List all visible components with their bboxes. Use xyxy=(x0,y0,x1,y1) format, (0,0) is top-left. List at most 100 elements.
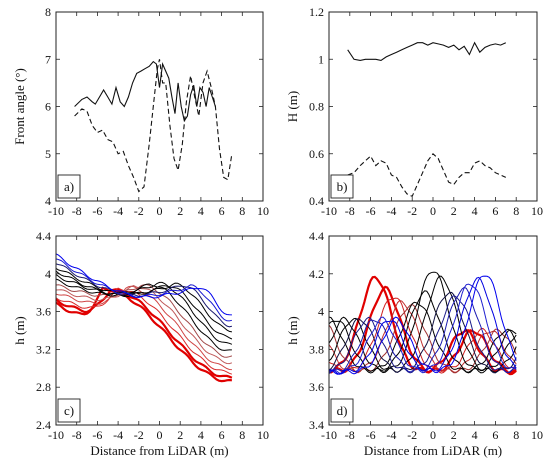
x-tick-label: 4 xyxy=(198,204,204,218)
y-axis-label: h (m) xyxy=(12,316,27,345)
plot-area xyxy=(74,59,233,193)
profile-line xyxy=(56,285,232,371)
panel-tag-box xyxy=(330,174,354,199)
x-tick-label: 0 xyxy=(157,428,163,442)
y-tick-label: 4.4 xyxy=(36,229,51,243)
panel-c-depth-profiles: -10 -8 -6 -4 -2 0 2 4 6 8 10 2.4 2.8 3.2 3.6 4 4.4 h (m) D… xyxy=(12,229,269,458)
y-axis-label: h (m) xyxy=(285,316,300,345)
profile-line xyxy=(56,286,233,383)
y-tick-label: 2.4 xyxy=(36,418,51,432)
x-tick-label: -4 xyxy=(386,428,396,442)
y-tick-label: 4 xyxy=(318,305,324,319)
x-tick-label: -10 xyxy=(321,428,337,442)
panel-tag: b) xyxy=(330,174,354,199)
y-tick-label: 0.8 xyxy=(309,100,324,114)
x-tick-label: -6 xyxy=(92,204,102,218)
x-tick-label: 2 xyxy=(451,204,457,218)
y-tick-label: 3.4 xyxy=(309,418,324,432)
y-tick-label: 8 xyxy=(45,5,51,19)
profile-line xyxy=(56,270,233,340)
x-tick-label: 0 xyxy=(430,204,436,218)
profile-line xyxy=(329,275,517,373)
x-tick-label: 4 xyxy=(472,204,478,218)
x-tick-label: -10 xyxy=(48,204,64,218)
y-tick-label: 4.4 xyxy=(309,229,324,243)
profile-line xyxy=(56,274,233,345)
x-tick-label: 6 xyxy=(219,204,225,218)
x-tick-label: 10 xyxy=(531,428,543,442)
profile-line xyxy=(329,300,517,374)
x-tick-label: -2 xyxy=(134,428,144,442)
profile-line xyxy=(56,278,232,351)
y-tick-label: 3.6 xyxy=(309,380,324,394)
panel-b-wave-height: -10 -8 -6 -4 -2 0 2 4 6 8 10 0.4 0.6 0.8 1 1.2 H (m) b) xyxy=(285,5,543,218)
x-tick-label: 6 xyxy=(219,428,225,442)
x-tick-label: 8 xyxy=(239,428,245,442)
x-tick-label: -4 xyxy=(113,204,123,218)
x-axis-label: Distance from LiDAR (m) xyxy=(364,443,502,458)
series-solid-line xyxy=(74,60,216,123)
panel-tag: d) xyxy=(330,398,354,423)
x-tick-label: 10 xyxy=(257,204,269,218)
x-tick-label: 4 xyxy=(198,428,204,442)
panel-tag: c) xyxy=(57,398,81,423)
x-tick-label: -10 xyxy=(321,204,337,218)
x-tick-label: 6 xyxy=(492,204,498,218)
profile-line xyxy=(329,303,517,374)
x-tick-label: 8 xyxy=(513,204,519,218)
profile-line xyxy=(56,267,232,333)
panel-tag-box xyxy=(57,398,81,423)
y-tick-label: 4 xyxy=(45,194,51,208)
y-tick-label: 6 xyxy=(45,100,51,114)
y-tick-label: 4 xyxy=(45,267,51,281)
profile-line xyxy=(329,276,517,375)
y-tick-label: 5 xyxy=(45,147,51,161)
profile-line xyxy=(329,286,517,374)
profile-line xyxy=(329,271,517,374)
y-tick-label: 0.4 xyxy=(309,194,324,208)
x-tick-label: 2 xyxy=(451,428,457,442)
y-tick-label: 3.6 xyxy=(36,305,51,319)
panel-d-depth-profiles: -10 -8 -6 -4 -2 0 2 4 6 8 103.43.63.844.24.4h (m)D… xyxy=(285,229,543,458)
series-solid-line xyxy=(347,41,507,61)
profile-line xyxy=(56,287,233,375)
axis-frame xyxy=(328,11,538,202)
x-tick-label: 2 xyxy=(177,428,183,442)
profile-line xyxy=(56,253,232,316)
profile-line xyxy=(56,285,233,365)
axis-frame xyxy=(55,235,264,426)
panel-tag-label: b) xyxy=(337,179,348,194)
x-tick-label: -2 xyxy=(407,428,417,442)
plot-area xyxy=(347,41,507,198)
x-tick-label: -8 xyxy=(72,428,82,442)
plot-area xyxy=(56,253,233,383)
x-tick-label: 10 xyxy=(531,204,543,218)
x-tick-label: -8 xyxy=(72,204,82,218)
y-axis-label: Front angle (°) xyxy=(12,68,27,145)
y-tick-label: 3.8 xyxy=(309,342,324,356)
panel-tag-label: a) xyxy=(64,179,74,194)
x-tick-label: 0 xyxy=(157,204,163,218)
x-tick-label: 10 xyxy=(257,428,269,442)
y-tick-label: 2.8 xyxy=(36,380,51,394)
x-tick-label: 0 xyxy=(430,428,436,442)
profile-line xyxy=(329,291,517,374)
y-tick-label: 1 xyxy=(318,52,324,66)
profile-line xyxy=(56,288,233,379)
y-tick-label: 0.6 xyxy=(309,147,324,161)
series-dashed-line xyxy=(74,59,233,193)
x-tick-label: 2 xyxy=(177,204,183,218)
x-tick-label: -4 xyxy=(113,428,123,442)
x-tick-label: -8 xyxy=(345,428,355,442)
y-tick-label: 4.2 xyxy=(309,267,324,281)
series-dashed-line xyxy=(347,152,507,198)
panel-tag-label: d) xyxy=(337,403,348,418)
axis-frame xyxy=(55,11,264,202)
x-tick-label: 4 xyxy=(472,428,478,442)
x-tick-label: -6 xyxy=(92,428,102,442)
y-tick-label: 7 xyxy=(45,52,51,66)
panel-tag-box xyxy=(57,174,81,199)
x-axis-label: Distance from LiDAR (m) xyxy=(90,443,228,458)
